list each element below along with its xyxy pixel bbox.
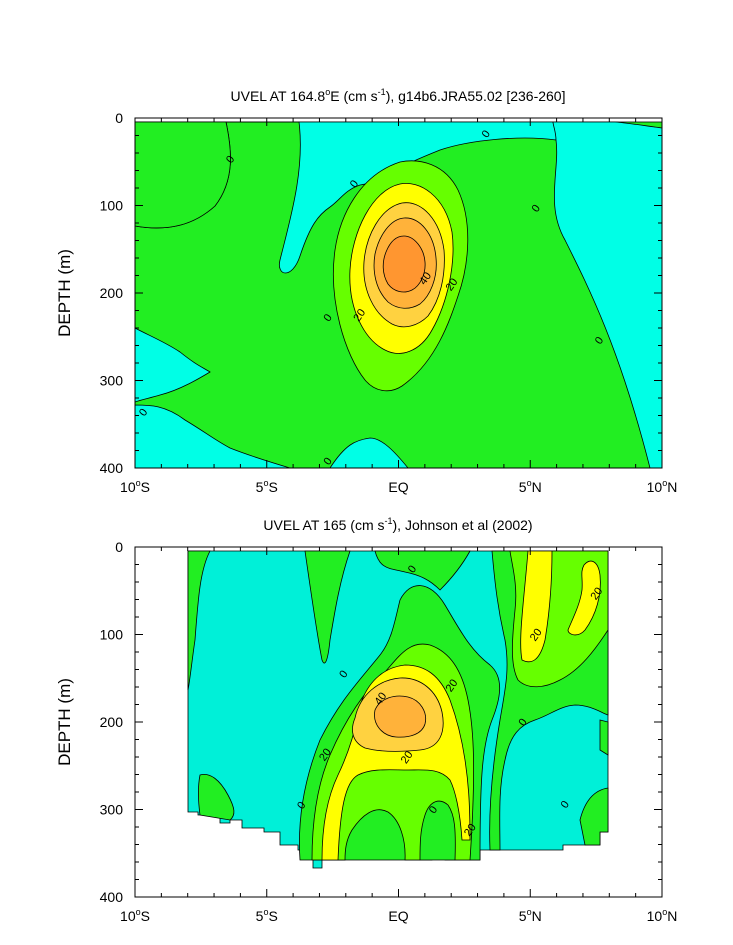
contour-fill-p2-green-top: [374, 550, 471, 591]
contour-label: 40: [372, 690, 389, 707]
contour-label: 40: [417, 270, 434, 287]
contour-label: 0: [593, 335, 606, 347]
y-tick-label: 100: [100, 198, 124, 214]
contour-label: 0: [427, 804, 440, 816]
x-tick-label: 5oN: [519, 478, 542, 495]
contour-fill-p1-neg-bottomleft: [135, 404, 291, 468]
x-tick-label: 10oS: [120, 478, 150, 495]
contour-label: 20: [462, 822, 479, 839]
contour-fill-p1-neg-left-mid: [135, 327, 211, 403]
contour-label: 20: [444, 276, 461, 293]
y-tick-label: 200: [100, 285, 124, 301]
contour-fill-p1-neg-center: [278, 121, 557, 274]
contour-label: 0: [516, 717, 529, 729]
y-tick-label: 300: [100, 802, 124, 818]
panel-2-contour-labels: 0 0 0 0 0 0 20 20 20 20 20 20 40: [295, 563, 605, 838]
contour-label: 0: [224, 154, 237, 166]
contour-fill-p1-neg-bottomcenter: [329, 437, 409, 468]
contour-label: 0: [406, 563, 419, 575]
contour-label: 0: [295, 800, 308, 812]
x-tick-label: 5oN: [519, 907, 542, 924]
y-tick-label: 0: [115, 539, 123, 555]
panel-1-title: UVEL AT 164.8oE (cm s-1), g14b6.JRA55.02…: [231, 87, 566, 104]
contour-label: 20: [528, 627, 545, 644]
contour-fill-p1-neg-right: [552, 121, 662, 468]
contour-fill-p2-40: [374, 695, 427, 738]
y-tick-label: 400: [100, 460, 124, 476]
contour-fill-p1-50: [382, 235, 426, 293]
contour-fill-p2-right-20-b: [567, 560, 601, 636]
y-tick-label: 200: [100, 714, 124, 730]
contour-label: 20: [444, 677, 461, 694]
contour-label: 20: [351, 307, 368, 324]
contour-fill-p2-green-left: [187, 550, 211, 691]
panel-2-title: UVEL AT 165 (cm s-1), Johnson et al (200…: [263, 516, 532, 533]
x-tick-label: 10oN: [647, 478, 678, 495]
panel-2-ylabel: DEPTH (m): [55, 678, 74, 766]
contour-label: 0: [337, 668, 350, 680]
contour-label: 0: [480, 128, 493, 140]
contour-fill-p1-pos-upperleft: [135, 121, 231, 229]
y-tick-label: 300: [100, 373, 124, 389]
x-tick-label: 10oN: [647, 907, 678, 924]
contour-fill-p2-lower-right: [579, 787, 609, 846]
y-tick-label: 0: [115, 110, 123, 126]
contour-label: 0: [559, 799, 572, 811]
x-tick-label: EQ: [388, 479, 408, 495]
y-tick-label: 400: [100, 889, 124, 905]
panel-2: UVEL AT 165 (cm s-1), Johnson et al (200…: [55, 516, 677, 924]
contour-fill-p2-right-edge: [599, 719, 609, 756]
panel-1-contour-labels: 0 0 0 0 0 0 0 0 20 20 40: [137, 128, 606, 467]
x-tick-label: 5oS: [256, 478, 278, 495]
contour-label: 0: [348, 178, 361, 190]
panel-1: UVEL AT 164.8oE (cm s-1), g14b6.JRA55.02…: [55, 87, 677, 495]
panel-1-ylabel: DEPTH (m): [55, 249, 74, 337]
contour-label: 0: [322, 312, 335, 324]
contour-label: 20: [589, 585, 606, 602]
x-tick-label: EQ: [388, 908, 408, 924]
contour-label: 0: [322, 456, 335, 468]
y-tick-label: 100: [100, 627, 124, 643]
contour-label: 20: [399, 749, 416, 766]
contour-fill-p2-right-20-a: [520, 550, 553, 663]
x-tick-label: 10oS: [120, 907, 150, 924]
contour-fill-p2-green-upper: [304, 550, 351, 664]
x-tick-label: 5oS: [256, 907, 278, 924]
contour-fill-p2-left-low: [198, 773, 235, 821]
contour-label: 0: [137, 407, 150, 419]
contour-label: 20: [317, 746, 334, 763]
contour-label: 0: [530, 203, 543, 215]
